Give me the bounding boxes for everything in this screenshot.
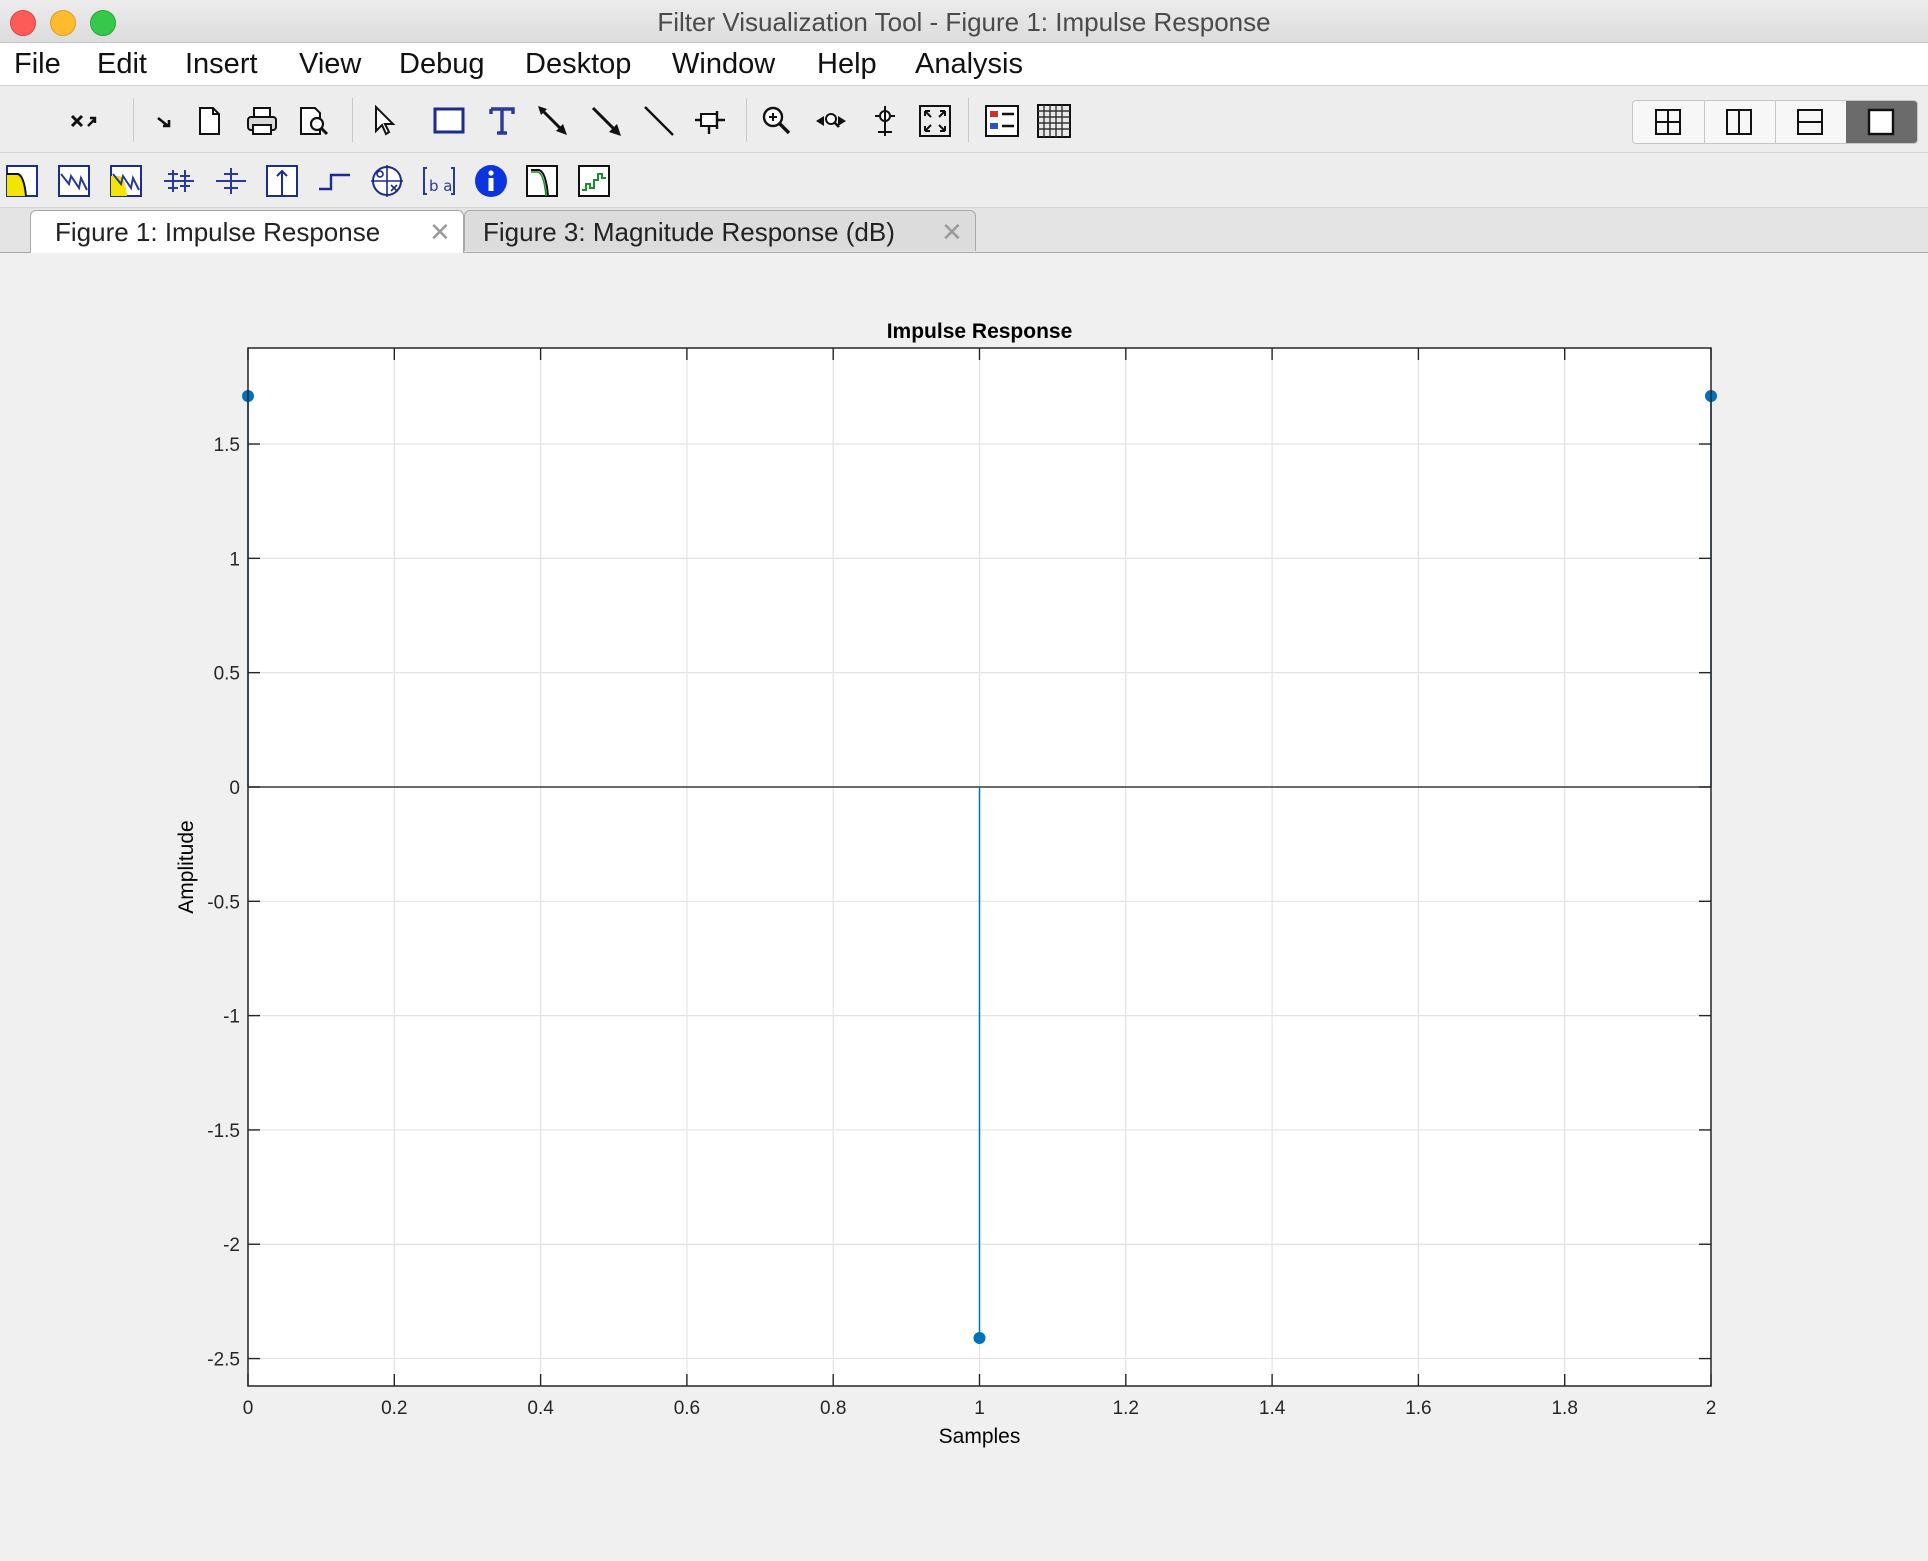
step-response-icon[interactable] [316, 162, 354, 200]
legend-icon[interactable] [983, 102, 1021, 140]
phase-response-icon[interactable] [56, 162, 94, 200]
filter-info-icon[interactable] [472, 162, 510, 200]
window-title: Filter Visualization Tool - Figure 1: Im… [657, 7, 1271, 37]
title-bar: Filter Visualization Tool - Figure 1: Im… [0, 0, 1928, 43]
select-arrow-icon[interactable] [365, 102, 403, 140]
arrow-icon[interactable] [534, 102, 572, 140]
impulse-response-icon[interactable] [264, 162, 302, 200]
toolbar-separator [133, 98, 134, 142]
x-tick-label: 0.6 [674, 1398, 700, 1419]
figure-canvas[interactable]: 0 0.2 0.4 0.6 0.8 1 1.2 1.4 1.6 1.8 2 -2.5 -2 -1.5 -1… [0, 253, 1928, 1561]
impulse-response-plot[interactable]: 0 0.2 0.4 0.6 0.8 1 1.2 1.4 1.6 1.8 2 -2.5 -2 -1.5 -1… [0, 253, 1928, 1561]
magnitude-response-icon[interactable] [4, 162, 42, 200]
menu-help[interactable]: Help [817, 48, 877, 80]
svg-text:b a: b a [429, 177, 452, 195]
x-tick-label: 0.4 [527, 1398, 554, 1419]
round-off-noise-icon[interactable] [576, 162, 614, 200]
y-tick-label: 1 [229, 549, 240, 570]
x-tick-label: 1.2 [1113, 1398, 1139, 1419]
x-axis-ticks: 0 0.2 0.4 0.6 0.8 1 1.2 1.4 1.6 1.8 2 [243, 348, 1717, 1419]
menu-window[interactable]: Window [672, 48, 776, 80]
pin-icon[interactable] [691, 102, 729, 140]
y-axis-label: Amplitude [175, 820, 198, 913]
print-preview-icon[interactable] [295, 102, 333, 140]
tab-label: Figure 3: Magnitude Response (dB) [483, 217, 895, 247]
double-arrow-icon[interactable] [587, 102, 625, 140]
close-tab-icon[interactable]: ✕ [941, 217, 963, 247]
toolbar-separator [968, 98, 969, 142]
print-icon[interactable] [243, 102, 281, 140]
x-tick-label: 1.6 [1405, 1398, 1431, 1419]
tab-figure-3[interactable]: Figure 3: Magnitude Response (dB) ✕ [464, 210, 976, 251]
y-axis-ticks: -2.5 -2 -1.5 -1 -0.5 0 0.5 1 1.5 [207, 435, 1711, 1371]
toolbar-separator [352, 98, 353, 142]
figure-tab-strip: Figure 1: Impulse Response ✕ Figure 3: M… [0, 208, 1928, 253]
menu-view[interactable]: View [299, 48, 362, 80]
x-tick-label: 1.4 [1259, 1398, 1286, 1419]
data-cursor-icon[interactable] [866, 102, 904, 140]
menu-debug[interactable]: Debug [399, 48, 485, 80]
menu-edit[interactable]: Edit [97, 48, 147, 80]
layout-columns-icon[interactable] [1704, 101, 1776, 143]
layout-single-icon[interactable] [1846, 101, 1917, 143]
grid-icon[interactable] [1035, 102, 1073, 140]
text-icon[interactable] [483, 102, 521, 140]
x-tick-label: 1 [974, 1398, 985, 1419]
x-tick-label: 0.2 [381, 1398, 407, 1419]
y-tick-label: 1.5 [214, 435, 240, 456]
menu-bar: File Edit Insert View Debug Desktop Wind… [0, 43, 1928, 86]
undock-icon[interactable] [62, 102, 100, 140]
line-icon[interactable] [640, 102, 678, 140]
x-tick-label: 2 [1706, 1398, 1717, 1419]
group-delay-icon[interactable] [160, 162, 198, 200]
menu-insert[interactable]: Insert [185, 48, 258, 80]
y-tick-label: -0.5 [207, 892, 240, 913]
filter-coefficients-icon[interactable]: b a [420, 162, 458, 200]
tab-figure-1[interactable]: Figure 1: Impulse Response ✕ [30, 210, 464, 253]
magnitude-estimate-icon[interactable] [524, 162, 562, 200]
tab-label: Figure 1: Impulse Response [55, 217, 381, 247]
analysis-toolbar [0, 153, 1928, 208]
pole-zero-icon[interactable] [368, 162, 406, 200]
x-tick-label: 0 [243, 1398, 254, 1419]
minimize-window-button[interactable] [50, 10, 76, 36]
new-figure-icon[interactable] [190, 102, 228, 140]
chart-title: Impulse Response [887, 320, 1073, 343]
phase-delay-icon[interactable] [212, 162, 250, 200]
menu-desktop[interactable]: Desktop [525, 48, 632, 80]
y-tick-label: -1.5 [207, 1121, 240, 1142]
layout-grid-2x2-icon[interactable] [1633, 101, 1705, 143]
y-tick-label: -2 [223, 1235, 240, 1256]
layout-rows-icon[interactable] [1775, 101, 1847, 143]
toolbar-separator [746, 98, 747, 142]
y-tick-label: -1 [223, 1007, 240, 1028]
stem-marker [973, 1331, 986, 1344]
zoom-in-icon[interactable] [758, 102, 796, 140]
x-tick-label: 0.8 [820, 1398, 846, 1419]
x-axis-label: Samples [939, 1425, 1021, 1448]
rectangle-icon[interactable] [430, 102, 468, 140]
dock-arrow-icon[interactable] [146, 102, 184, 140]
menu-analysis[interactable]: Analysis [915, 48, 1023, 80]
layout-button-group [1632, 100, 1918, 144]
menu-file[interactable]: File [14, 48, 61, 80]
zoom-fit-icon[interactable] [916, 102, 954, 140]
magnitude-phase-icon[interactable] [108, 162, 146, 200]
maximize-window-button[interactable] [90, 10, 116, 36]
close-tab-icon[interactable]: ✕ [429, 217, 451, 247]
close-window-button[interactable] [10, 10, 36, 36]
pan-icon[interactable] [812, 102, 850, 140]
y-tick-label: 0 [229, 778, 240, 799]
x-tick-label: 1.8 [1551, 1398, 1577, 1419]
y-tick-label: 0.5 [214, 664, 240, 685]
y-tick-label: -2.5 [207, 1350, 240, 1371]
